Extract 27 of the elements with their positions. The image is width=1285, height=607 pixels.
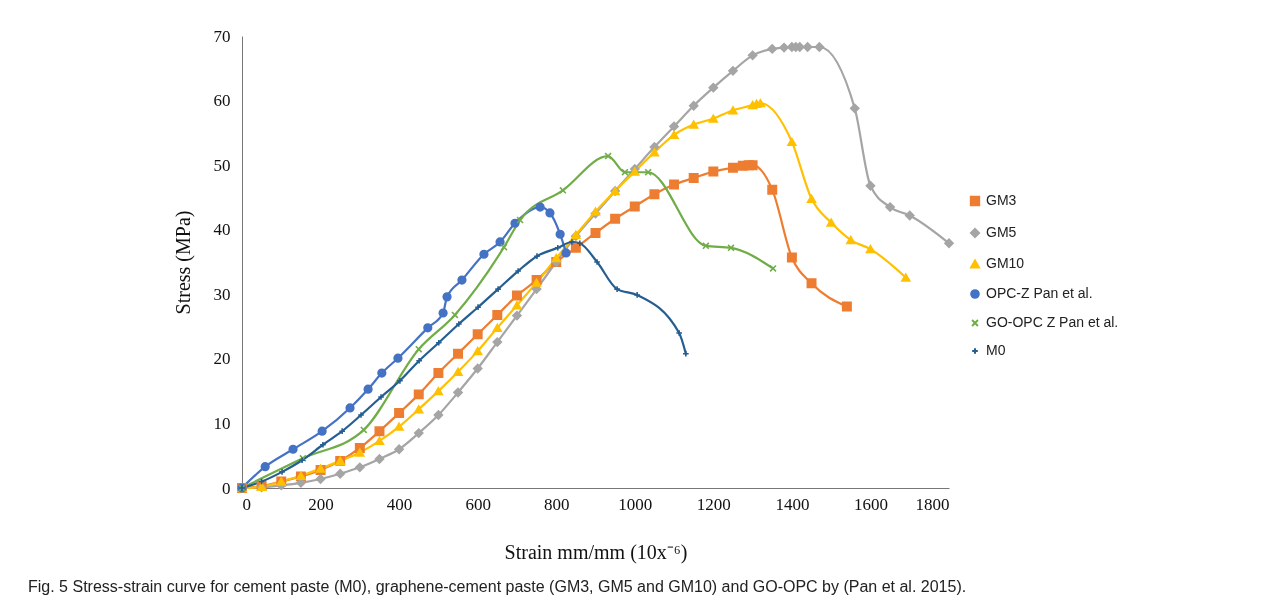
y-tick-label: 60 xyxy=(213,91,231,111)
x-tick-label: 1200 xyxy=(696,494,731,514)
caption: Fig. 5 Stress-strain curve for cement paste (M0), graphene-cement paste (GM3, GM5 and GM10) and GO-OPC by (Pan et al. 2015). xyxy=(28,578,967,596)
x-tick-label: 1600 xyxy=(853,494,888,514)
x-tick-label: 0 xyxy=(242,494,251,514)
y-tick-label: 20 xyxy=(213,349,231,369)
x-tick-label: 1400 xyxy=(775,494,810,514)
y-tick-label: 0 xyxy=(222,478,231,498)
legend-label: OPC-Z Pan et al. xyxy=(986,285,1093,301)
y-tick-label: 70 xyxy=(213,26,231,46)
legend-label: M0 xyxy=(986,342,1006,358)
x-tick-label: 200 xyxy=(308,494,334,514)
legend-label: GM5 xyxy=(986,224,1017,240)
x-axis-title: Strain mm/mm (10x⁻⁶) xyxy=(504,540,688,564)
x-tick-label: 1800 xyxy=(915,494,950,514)
x-tick-label: 600 xyxy=(465,494,491,514)
y-tick-label: 10 xyxy=(213,413,231,433)
legend-label: GO-OPC Z Pan et al. xyxy=(986,314,1119,330)
legend-label: GM3 xyxy=(986,192,1017,208)
y-axis-title: Stress (MPa) xyxy=(171,210,195,315)
x-tick-label: 1000 xyxy=(618,494,653,514)
y-tick-label: 40 xyxy=(213,220,231,240)
y-tick-label: 50 xyxy=(213,155,231,175)
y-tick-label: 30 xyxy=(213,284,231,304)
legend-label: GM10 xyxy=(986,255,1025,271)
x-tick-label: 800 xyxy=(543,494,570,514)
x-tick-label: 400 xyxy=(386,494,413,514)
